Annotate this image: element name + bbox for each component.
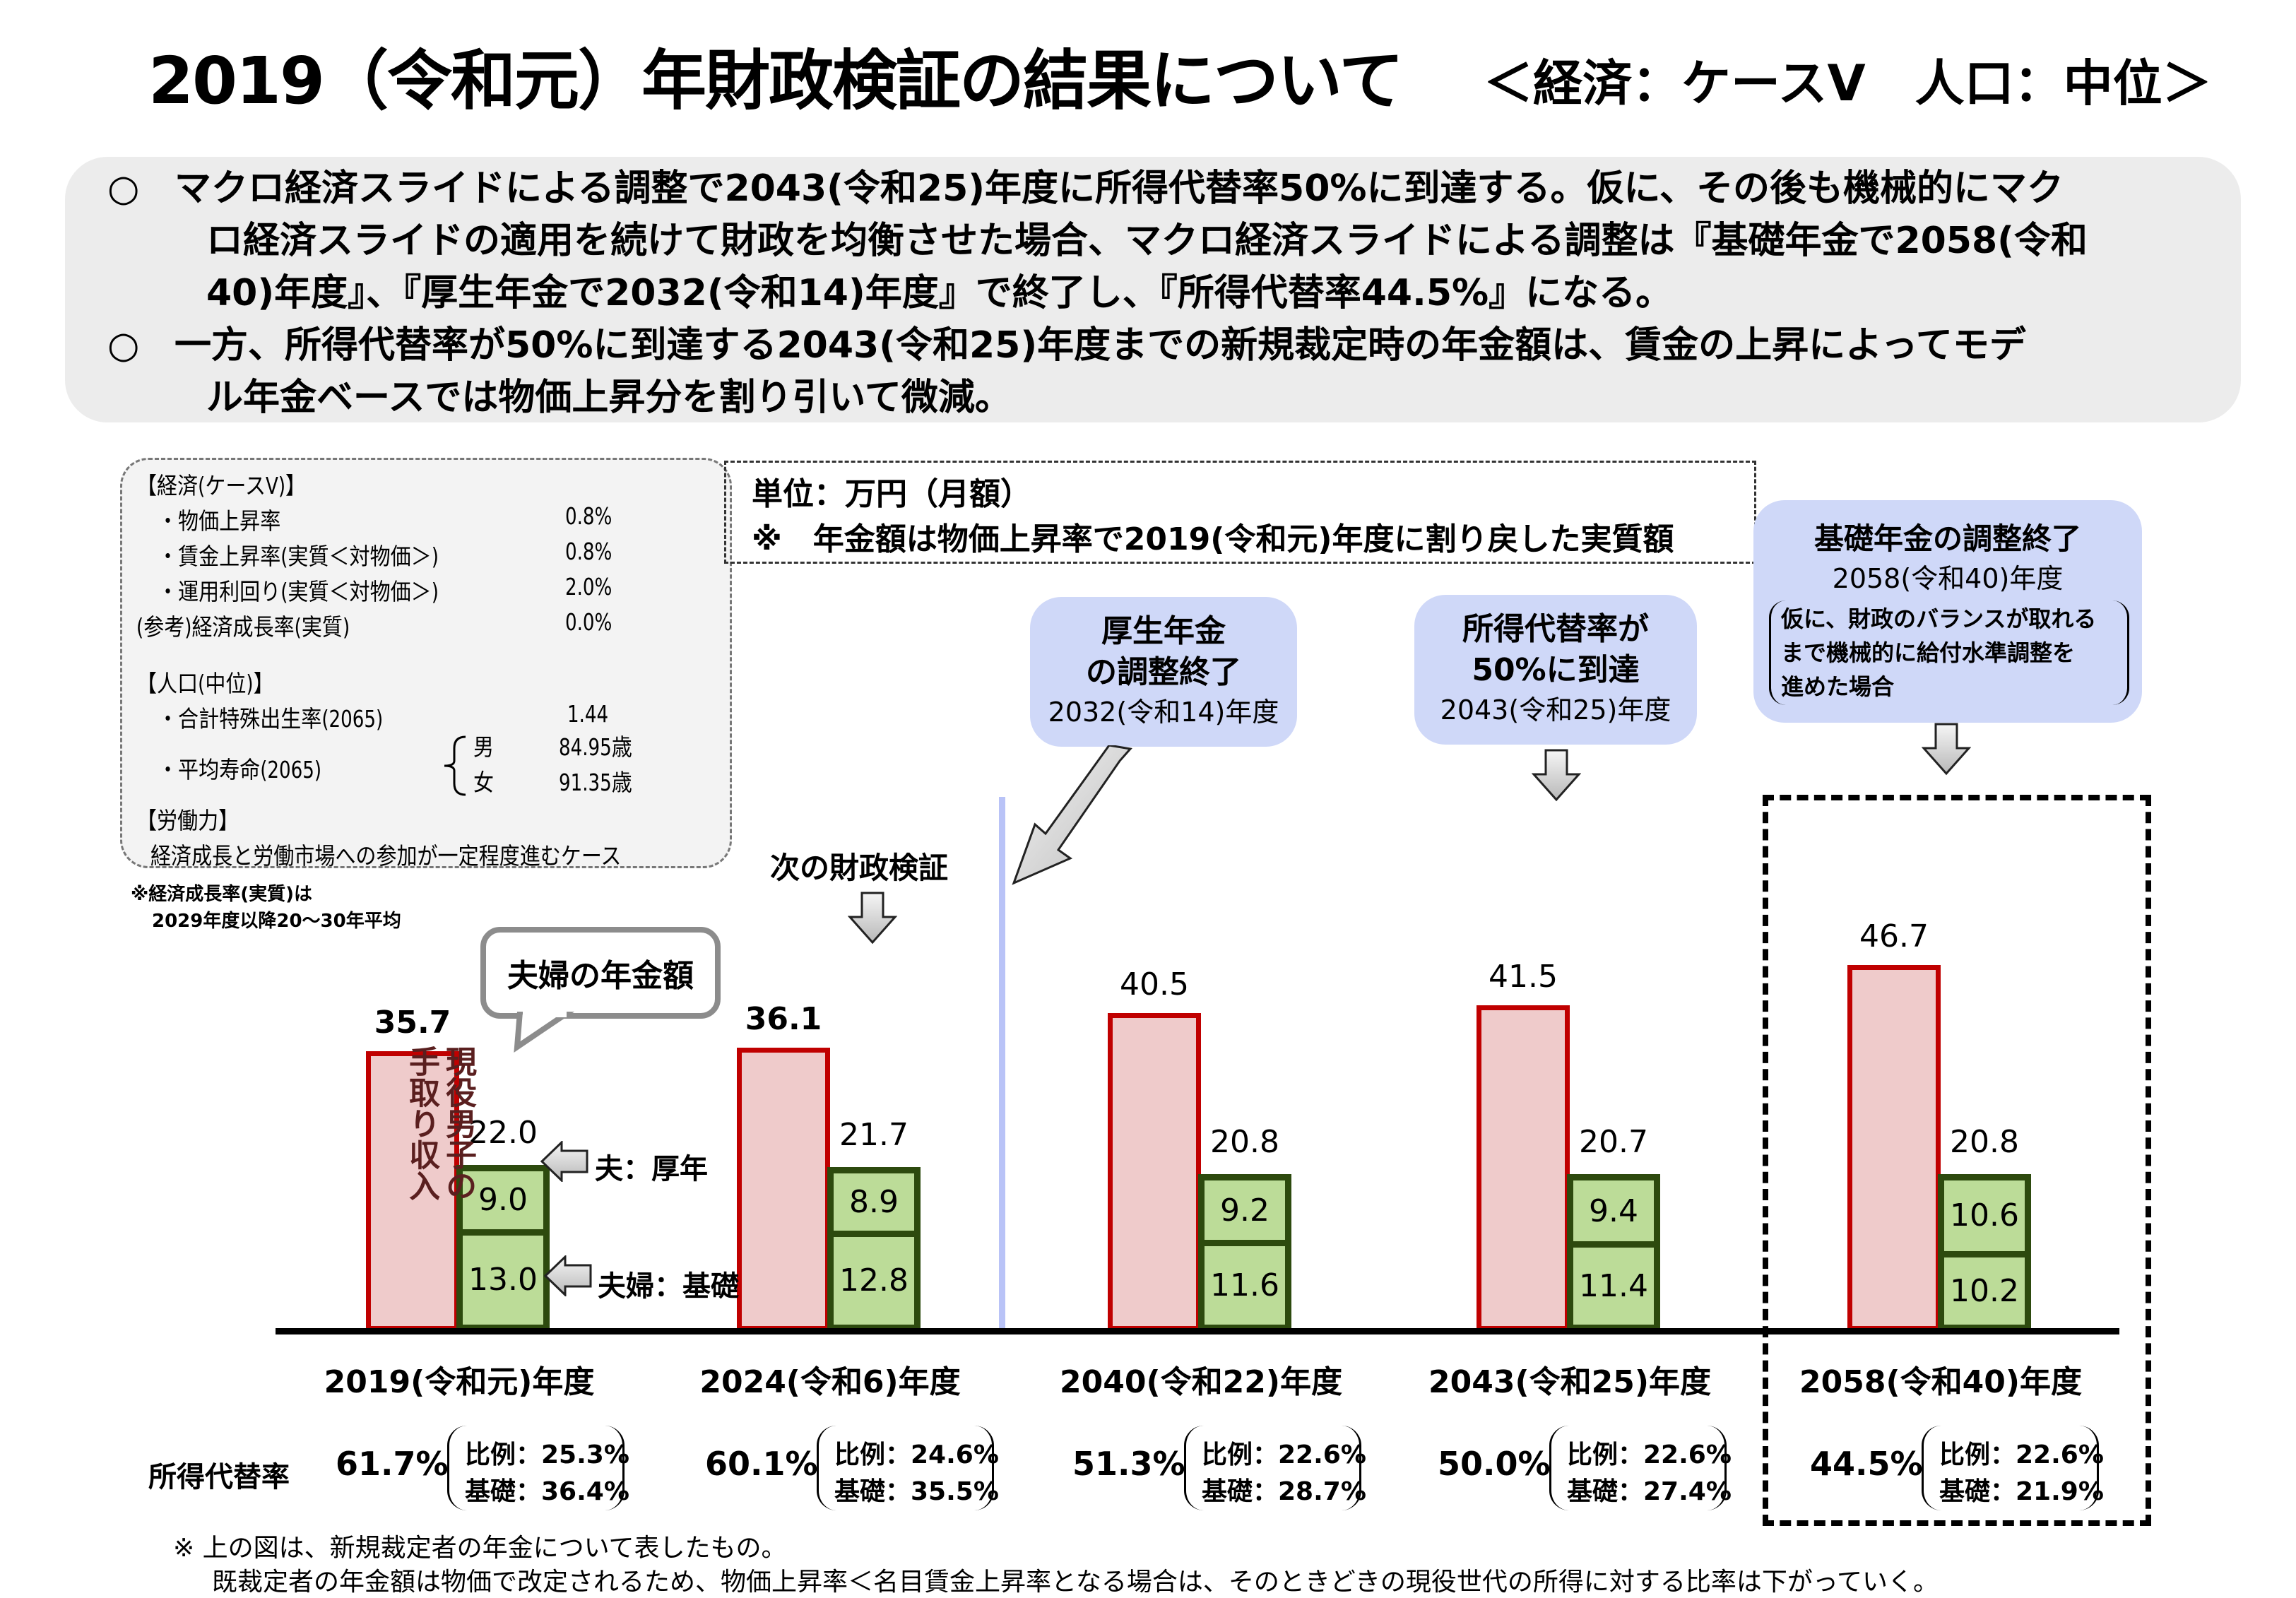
husband-kosei-segment: 9.4 [1567, 1174, 1660, 1248]
replacement-rate-total: 61.7% [336, 1445, 449, 1483]
couple-kiso-segment: 11.6 [1198, 1240, 1291, 1331]
left-arrow-icon [544, 1255, 592, 1296]
replacement-rate-total: 50.0% [1438, 1445, 1551, 1483]
circle-bullet-icon: ○ [107, 324, 140, 367]
replacement-rate-label: 所得代替率 [148, 1461, 290, 1493]
replacement-rate-breakdown: 比例：25.3% 基礎：36.4% [447, 1426, 629, 1510]
footnote-1: ※ 上の図は、新規裁定者の年金について表したもの。 [173, 1534, 787, 1563]
growth-note-2: 2029年度以降20～30年平均 [152, 911, 401, 932]
footnote-2: 既裁定者の年金額は物価で改定されるため、物価上昇率＜名目賃金上昇率となる場合は、… [212, 1568, 1939, 1597]
page-title: 2019（令和元）年財政検証の結果について [148, 43, 1404, 119]
worker-income-bar [1108, 1013, 1201, 1331]
worker-income-bar [1847, 964, 1941, 1331]
worker-income-value: 36.1 [745, 1001, 822, 1038]
down-arrow-icon [1532, 749, 1581, 802]
brace-icon [444, 735, 466, 796]
down-arrow-icon [1922, 723, 1971, 776]
husband-kosei-segment: 9.2 [1198, 1174, 1291, 1247]
circle-bullet-icon: ○ [107, 167, 140, 210]
proportional-rate: 比例：22.6% [1567, 1440, 1732, 1469]
couple-total-value: 20.7 [1579, 1124, 1648, 1161]
proportional-rate: 比例：22.6% [1202, 1440, 1366, 1469]
couple-total-value: 20.8 [1210, 1124, 1279, 1161]
husband-kosei-segment: 9.0 [456, 1164, 550, 1236]
scenario-2058-frame [1763, 795, 2151, 1526]
replacement-rate-total: 44.5% [1810, 1445, 1923, 1483]
year-label: 2019(令和元)年度 [324, 1364, 595, 1400]
next-review-divider [999, 797, 1005, 1330]
summary-box: ○ マクロ経済スライドによる調整で2043(令和25)年度に所得代替率50%に到達… [65, 157, 2241, 422]
couple-kiso-segment: 11.4 [1567, 1241, 1660, 1331]
down-arrow-icon [848, 892, 897, 945]
replacement-rate-breakdown: 比例：22.6% 基礎：28.7% [1184, 1426, 1366, 1510]
couple-total-value: 20.8 [1950, 1124, 2019, 1161]
proportional-rate: 比例：25.3% [465, 1440, 629, 1469]
callout-kosei-end: 厚生年金 の調整終了 2032(令和14)年度 [1030, 597, 1297, 747]
basic-rate: 基礎：27.4% [1567, 1477, 1732, 1506]
replacement-rate-breakdown: 比例：24.6% 基礎：35.5% [817, 1426, 999, 1510]
basic-rate: 基礎：36.4% [465, 1477, 629, 1506]
callout-rate50: 所得代替率が 50%に到達 2043(令和25)年度 [1414, 595, 1697, 745]
basic-rate: 基礎：28.7% [1202, 1477, 1366, 1506]
kiso-note: 仮に、財政のバランスが取れる まで機械的に給付水準調整を 進めた場合 [1769, 600, 2129, 705]
page-subtitle: ＜経済：ケースⅤ 人口：中位＞ [1484, 54, 2212, 112]
husband-kosei-segment: 10.6 [1938, 1174, 2031, 1257]
summary-bullet-2: ○ 一方、所得代替率が50%に到達する2043(令和25)年度までの新規裁定時の年… [107, 319, 2026, 424]
x-axis [276, 1328, 2119, 1334]
couple-total-value: 21.7 [839, 1117, 909, 1154]
replacement-rate-total: 51.3% [1072, 1445, 1185, 1483]
proportional-rate: 比例：24.6% [834, 1440, 999, 1469]
real-value-note: ※ 年金額は物価上昇率で2019(令和元)年度に割り戻した実質額 [752, 521, 1674, 557]
replacement-rate-breakdown: 比例：22.6% 基礎：21.9% [1922, 1426, 2104, 1510]
basic-rate: 基礎：35.5% [834, 1477, 999, 1506]
couple-pension-bubble: 夫婦の年金額 [480, 927, 721, 1019]
year-label: 2043(令和25)年度 [1428, 1364, 1711, 1400]
assumptions-box: 【経済(ケースⅤ)】 ・物価上昇率 0.8% ・賃金上昇率(実質＜対物価＞) 0… [120, 458, 732, 870]
worker-income-value: 46.7 [1859, 918, 1929, 954]
husband-kosei-segment: 8.9 [827, 1167, 921, 1237]
growth-note-1: ※経済成長率(実質)は [131, 884, 313, 905]
worker-income-value: 35.7 [374, 1004, 451, 1041]
couple-total-value: 22.0 [468, 1114, 538, 1151]
worker-income-value: 41.5 [1489, 959, 1558, 995]
callout-kiso-end: 基礎年金の調整終了 2058(令和40)年度 仮に、財政のバランスが取れる まで… [1753, 500, 2142, 723]
next-review-label: 次の財政検証 [770, 851, 949, 885]
couple-kiso-segment: 13.0 [456, 1229, 550, 1331]
worker-income-value: 40.5 [1120, 966, 1189, 1003]
year-label: 2024(令和6)年度 [699, 1364, 961, 1400]
basic-rate: 基礎：21.9% [1939, 1477, 2104, 1506]
summary-bullet-1: ○ マクロ経済スライドによる調整で2043(令和25)年度に所得代替率50%に到達… [107, 162, 2088, 319]
bubble-tail-icon [514, 1012, 575, 1053]
couple-kiso-segment: 10.2 [1938, 1250, 2031, 1331]
worker-income-bar [1477, 1005, 1570, 1331]
couple-kiso-label: 夫婦：基礎 [598, 1270, 739, 1303]
husband-kosei-label: 夫：厚年 [595, 1153, 708, 1185]
year-label: 2058(令和40)年度 [1799, 1364, 2082, 1400]
diagonal-arrow-icon [1012, 745, 1132, 885]
worker-income-bar [737, 1048, 830, 1331]
unit-box: 単位：万円（月額） ※ 年金額は物価上昇率で2019(令和元)年度に割り戻した実… [724, 461, 1756, 564]
year-label: 2040(令和22)年度 [1060, 1364, 1342, 1400]
couple-kiso-segment: 12.8 [827, 1230, 921, 1331]
worker-income-label: 現役男子の 手取り収入 [403, 1046, 476, 1201]
replacement-rate-breakdown: 比例：22.6% 基礎：27.4% [1549, 1426, 1732, 1510]
replacement-rate-total: 60.1% [705, 1445, 818, 1483]
left-arrow-icon [540, 1141, 588, 1182]
unit-label: 単位：万円（月額） [752, 476, 1031, 512]
proportional-rate: 比例：22.6% [1939, 1440, 2104, 1469]
